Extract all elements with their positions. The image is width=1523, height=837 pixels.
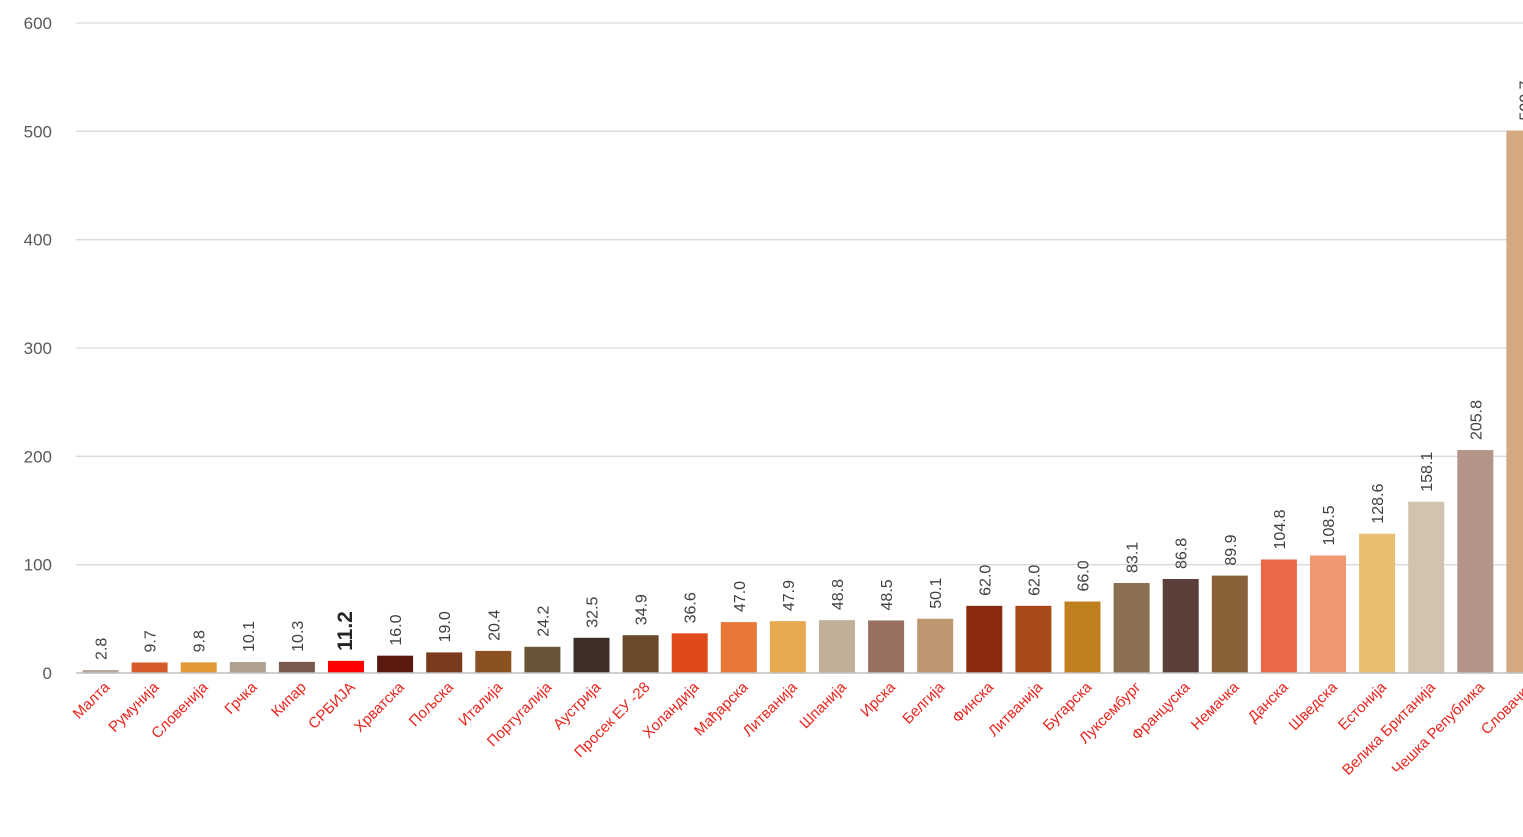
data-label: 66.0 <box>1076 560 1093 591</box>
data-labels: 2.8 9.7 9.8 10.1 10.3 11.2 16.0 19.0 20.4 24.2 32.… <box>94 80 1523 660</box>
data-label: 158.1 <box>1419 452 1436 492</box>
x-tick-label: Малта <box>70 678 114 722</box>
bar <box>132 662 168 673</box>
data-label: 10.3 <box>290 621 307 652</box>
data-label: 11.2 <box>334 611 357 651</box>
bar <box>819 620 855 673</box>
x-tick-label: Белгија <box>899 678 948 727</box>
data-label: 32.5 <box>585 597 602 628</box>
data-label: 50.1 <box>928 577 945 608</box>
y-tick-label: 500 <box>24 122 52 141</box>
data-label: 19.0 <box>437 611 454 642</box>
x-tick-label: Ирска <box>857 678 899 720</box>
bar <box>1506 131 1523 673</box>
x-tick-label: Шведска <box>1286 678 1342 734</box>
data-label: 34.9 <box>634 594 651 625</box>
data-label: 16.0 <box>388 614 405 645</box>
bar <box>1015 606 1051 673</box>
bar <box>475 651 511 673</box>
bar <box>1457 450 1493 673</box>
data-label: 20.4 <box>486 610 503 641</box>
data-label: 205.8 <box>1468 400 1485 440</box>
gridlines <box>76 23 1523 565</box>
bar <box>524 647 560 673</box>
bar <box>721 622 757 673</box>
x-tick-label: Пољска <box>406 678 458 730</box>
data-label: 500.7 <box>1517 80 1523 120</box>
y-tick-label: 400 <box>24 231 52 250</box>
x-tick-label: Хрватска <box>351 678 408 735</box>
bar <box>1261 559 1297 673</box>
x-tick-label: Финска <box>949 678 997 726</box>
x-tick-label: Кипар <box>268 679 310 721</box>
bar <box>230 662 266 673</box>
data-label: 128.6 <box>1370 484 1387 524</box>
bar <box>574 638 610 673</box>
data-label: 47.9 <box>781 580 798 611</box>
x-tick-label: Немачка <box>1188 678 1243 733</box>
data-label: 48.5 <box>879 579 896 610</box>
x-tick-label: Данска <box>1245 678 1293 726</box>
x-tick-label: Литванија <box>740 678 802 740</box>
data-label: 83.1 <box>1125 542 1142 573</box>
data-label: 108.5 <box>1321 505 1338 545</box>
data-label: 47.0 <box>732 581 749 612</box>
y-tick-label: 100 <box>24 556 52 575</box>
x-tick-label: Литванија <box>985 678 1047 740</box>
bar <box>917 619 953 673</box>
bar <box>328 661 364 673</box>
data-label: 24.2 <box>535 606 552 637</box>
data-label: 104.8 <box>1272 509 1289 549</box>
bar <box>1212 576 1248 673</box>
bar <box>868 620 904 673</box>
bar <box>770 621 806 673</box>
bar <box>279 662 315 673</box>
bar <box>623 635 659 673</box>
bar <box>1359 534 1395 673</box>
data-label: 10.1 <box>241 621 258 652</box>
bar <box>1310 555 1346 673</box>
data-label: 48.8 <box>830 579 847 610</box>
y-axis: 0 100 200 300 400 500 600 <box>24 14 52 683</box>
bar <box>966 606 1002 673</box>
bar <box>1065 602 1101 674</box>
data-label: 62.0 <box>1026 565 1043 596</box>
bar <box>181 662 217 673</box>
data-label: 62.0 <box>977 565 994 596</box>
y-tick-label: 600 <box>24 14 52 33</box>
bar <box>1114 583 1150 673</box>
bar <box>377 656 413 673</box>
data-label: 2.8 <box>94 638 111 660</box>
data-label: 36.6 <box>683 592 700 623</box>
y-tick-label: 200 <box>24 447 52 466</box>
x-tick-label: Грчка <box>221 678 261 718</box>
y-tick-label: 300 <box>24 339 52 358</box>
bar <box>672 633 708 673</box>
bar <box>426 652 462 673</box>
bar <box>1408 502 1444 673</box>
data-label: 89.9 <box>1223 534 1240 565</box>
x-tick-label: Велика Британија <box>1339 678 1439 778</box>
x-tick-label: Шпанија <box>796 678 850 732</box>
bar <box>1163 579 1199 673</box>
data-label: 9.7 <box>143 630 160 652</box>
x-tick-label: Чешка Република <box>1389 678 1489 778</box>
data-label: 9.8 <box>192 630 209 652</box>
bars <box>83 131 1523 673</box>
data-label: 86.8 <box>1174 538 1191 569</box>
y-tick-label: 0 <box>43 664 52 683</box>
